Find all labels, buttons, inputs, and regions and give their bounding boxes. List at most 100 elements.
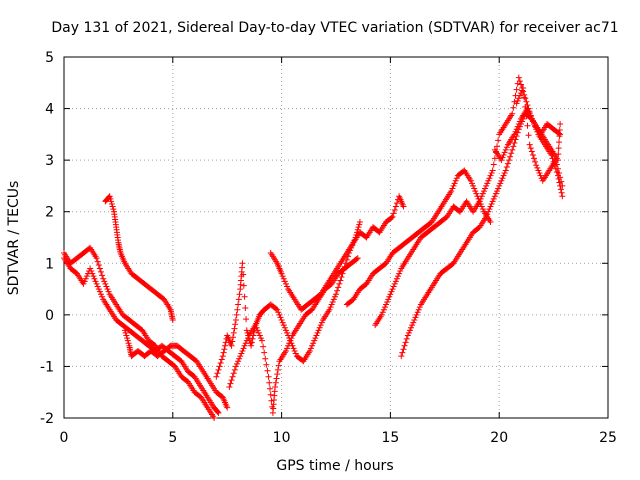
- data-point: [95, 262, 102, 269]
- data-point: [509, 146, 516, 153]
- data-point: [277, 314, 284, 321]
- data-point: [555, 145, 562, 152]
- data-point: [95, 286, 102, 293]
- data-point: [496, 182, 503, 189]
- data-point: [235, 301, 242, 308]
- data-point: [280, 322, 287, 329]
- data-point: [476, 198, 483, 205]
- data-markers: [61, 74, 566, 421]
- data-point: [525, 108, 532, 115]
- data-point: [478, 193, 485, 200]
- data-point: [278, 270, 285, 277]
- data-point: [523, 113, 530, 120]
- data-point: [408, 324, 415, 331]
- data-point: [218, 356, 225, 363]
- data-point: [316, 324, 323, 331]
- data-point: [397, 268, 404, 275]
- series-track-7: [267, 193, 407, 313]
- data-point: [264, 367, 271, 374]
- data-point: [253, 324, 260, 331]
- data-point: [385, 296, 392, 303]
- data-point: [252, 322, 259, 329]
- data-point: [234, 306, 241, 313]
- data-point: [557, 121, 564, 128]
- data-point: [515, 74, 522, 81]
- data-point: [537, 172, 544, 179]
- x-tick-label: 0: [60, 430, 69, 446]
- data-point: [448, 188, 455, 195]
- data-point: [513, 100, 520, 107]
- data-point: [559, 193, 566, 200]
- data-point: [89, 270, 96, 277]
- data-point: [517, 81, 524, 88]
- data-point: [499, 175, 506, 182]
- data-point: [393, 275, 400, 282]
- data-point: [326, 306, 333, 313]
- data-point: [494, 143, 501, 150]
- data-point: [227, 380, 234, 387]
- data-point: [400, 203, 407, 210]
- data-point: [288, 335, 295, 342]
- data-point: [406, 327, 413, 334]
- data-point: [396, 270, 403, 277]
- data-point: [215, 409, 222, 416]
- data-point: [393, 200, 400, 207]
- data-point: [513, 86, 520, 93]
- data-point: [306, 347, 313, 354]
- data-point: [228, 342, 235, 349]
- data-point: [556, 139, 563, 146]
- data-point: [243, 337, 250, 344]
- chart-title: Day 131 of 2021, Sidereal Day-to-day VTE…: [51, 20, 618, 36]
- x-tick-labels: 0 5 10 15 20 25: [60, 430, 617, 446]
- data-point: [356, 221, 363, 228]
- data-point: [553, 161, 560, 168]
- data-point: [91, 275, 98, 282]
- data-point: [282, 280, 289, 287]
- data-point: [400, 346, 407, 353]
- data-point: [502, 146, 509, 153]
- data-point: [122, 329, 129, 336]
- data-point: [529, 151, 536, 158]
- data-point: [232, 363, 239, 370]
- data-point: [521, 94, 528, 101]
- data-point: [528, 115, 535, 122]
- data-point: [255, 329, 262, 336]
- data-point: [232, 317, 239, 324]
- data-point: [169, 317, 176, 324]
- data-point: [265, 373, 272, 380]
- data-point: [256, 332, 263, 339]
- data-point: [272, 384, 279, 391]
- data-point: [233, 311, 240, 318]
- data-point: [487, 203, 494, 210]
- data-point: [403, 335, 410, 342]
- series-track-12: [513, 84, 566, 189]
- data-point: [282, 327, 289, 334]
- data-point: [514, 123, 521, 130]
- data-point: [241, 342, 248, 349]
- data-point: [483, 213, 490, 220]
- data-point: [451, 180, 458, 187]
- data-point: [284, 283, 291, 290]
- data-point: [125, 340, 132, 347]
- data-point: [526, 141, 533, 148]
- data-point: [502, 167, 509, 174]
- data-point: [237, 353, 244, 360]
- data-point: [404, 332, 411, 339]
- data-point: [392, 203, 399, 210]
- data-point: [483, 182, 490, 189]
- data-point: [390, 283, 397, 290]
- data-point: [105, 288, 112, 295]
- data-point: [273, 305, 280, 312]
- x-tick-label: 25: [599, 430, 617, 446]
- data-point: [504, 160, 511, 167]
- series-track-11: [491, 105, 564, 164]
- data-point: [229, 338, 236, 345]
- data-point: [224, 404, 231, 411]
- data-point: [242, 304, 249, 311]
- data-point: [110, 206, 117, 213]
- data-point: [338, 274, 345, 281]
- data-point: [259, 337, 266, 344]
- data-point: [220, 349, 227, 356]
- data-point: [525, 132, 532, 139]
